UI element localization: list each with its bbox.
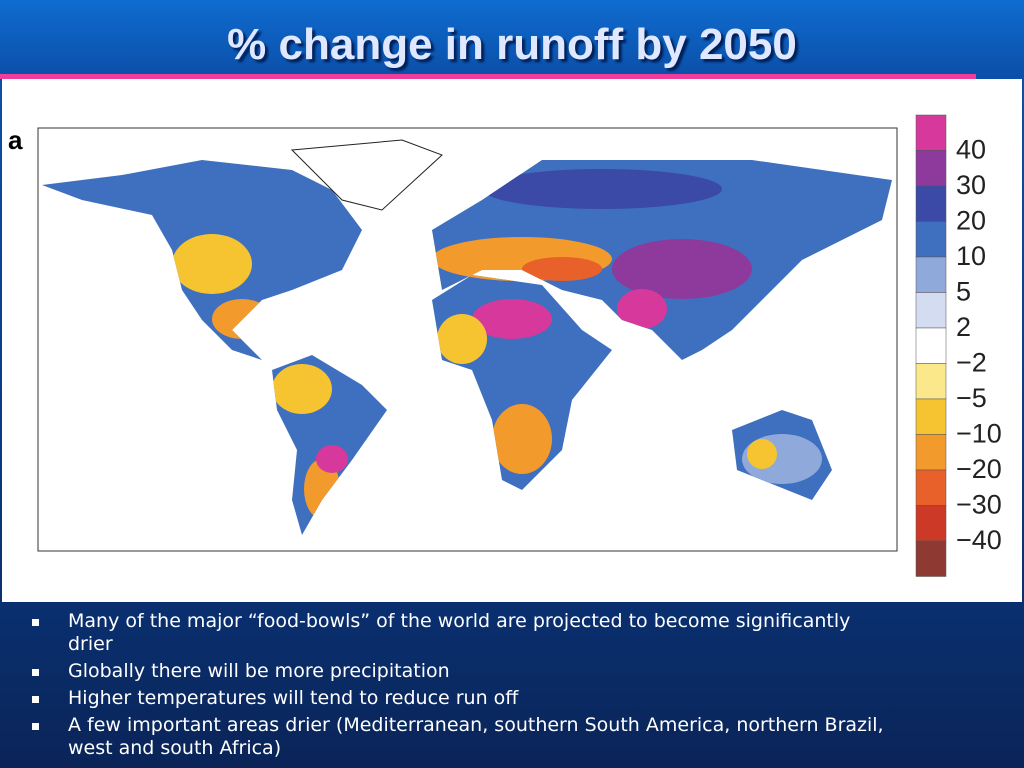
legend-swatch: [915, 185, 947, 222]
legend: 40 30 20 10 5 2 −2 −5 −10 −20 −30 −40: [915, 114, 1002, 577]
map: a 40 30 20 10 5 2 −2 −5 −10 −20 −30 −40: [8, 114, 1002, 577]
legend-label: 20: [956, 206, 986, 236]
title-rule: [0, 74, 976, 79]
legend-label: 2: [956, 312, 971, 342]
legend-label: −20: [956, 454, 1002, 484]
legend-label: 10: [956, 241, 986, 271]
legend-swatch: [915, 114, 947, 151]
map-panel: a 40 30 20 10 5 2 −2 −5 −10 −20 −30 −40: [2, 79, 1022, 602]
legend-label: −30: [956, 490, 1002, 520]
bullet: A few important areas drier (Mediterrane…: [30, 714, 890, 760]
bullet: Many of the major “food-bowls” of the wo…: [30, 610, 890, 656]
map-frame: [37, 127, 898, 552]
legend-label: −10: [956, 419, 1002, 449]
slide-title: % change in runoff by 2050: [227, 20, 797, 69]
bullet: Higher temperatures will tend to reduce …: [30, 687, 890, 710]
runoff-field: [42, 160, 892, 535]
legend-swatch: [915, 540, 947, 577]
legend-swatch: [915, 434, 947, 471]
legend-swatch: [915, 398, 947, 435]
bullet-list: Many of the major “food-bowls” of the wo…: [30, 610, 890, 764]
legend-label: −40: [956, 525, 1002, 555]
legend-swatch: [915, 469, 947, 506]
panel-label: a: [8, 125, 23, 155]
bullet: Globally there will be more precipitatio…: [30, 660, 890, 683]
legend-label: 40: [956, 135, 986, 165]
legend-label: −5: [956, 383, 987, 413]
legend-swatch: [915, 292, 947, 329]
greenland: [290, 139, 443, 211]
legend-swatch: [915, 256, 947, 293]
legend-swatch: [915, 150, 947, 187]
legend-swatch: [915, 221, 947, 258]
legend-swatch: [915, 505, 947, 542]
legend-swatch: [915, 327, 947, 364]
legend-swatch: [915, 363, 947, 400]
legend-label: 5: [956, 277, 971, 307]
legend-label: 30: [956, 170, 986, 200]
legend-label: −2: [956, 348, 987, 378]
